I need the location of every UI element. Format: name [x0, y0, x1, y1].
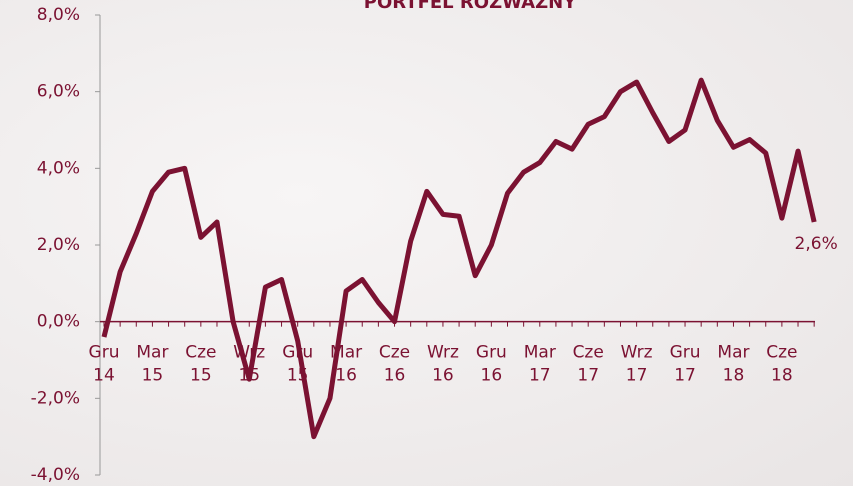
y-tick-label: -2,0%	[31, 388, 80, 408]
line-series	[101, 77, 817, 440]
x-tick-label: Wrz 16	[427, 343, 459, 386]
x-tick-label: Cze 17	[573, 343, 604, 386]
y-tick-label: 8,0%	[37, 5, 80, 25]
x-tick-label: Cze 16	[379, 343, 410, 386]
y-tick-label: 6,0%	[37, 82, 80, 102]
y-tick-label: 4,0%	[37, 158, 80, 178]
x-tick-label: Gru 16	[476, 343, 507, 386]
x-tick-label: Wrz 17	[621, 343, 653, 386]
chart-title: PORTFEL ROZWAŻNY	[364, 0, 577, 13]
y-tick-label: 0,0%	[37, 312, 80, 332]
y-tick-label: 2,0%	[37, 235, 80, 255]
data-label: 2,6%	[795, 234, 838, 254]
x-tick-label: Gru 14	[89, 343, 120, 386]
x-tick-label: Gru 17	[670, 343, 701, 386]
x-tick-label: Mar 17	[524, 343, 556, 386]
x-tick-label: Mar 15	[136, 343, 168, 386]
y-tick-label: -4,0%	[31, 465, 80, 485]
x-tick-label: Mar 18	[717, 343, 749, 386]
x-tick-label: Cze 15	[185, 343, 216, 386]
x-tick-label: Cze 18	[766, 343, 797, 386]
